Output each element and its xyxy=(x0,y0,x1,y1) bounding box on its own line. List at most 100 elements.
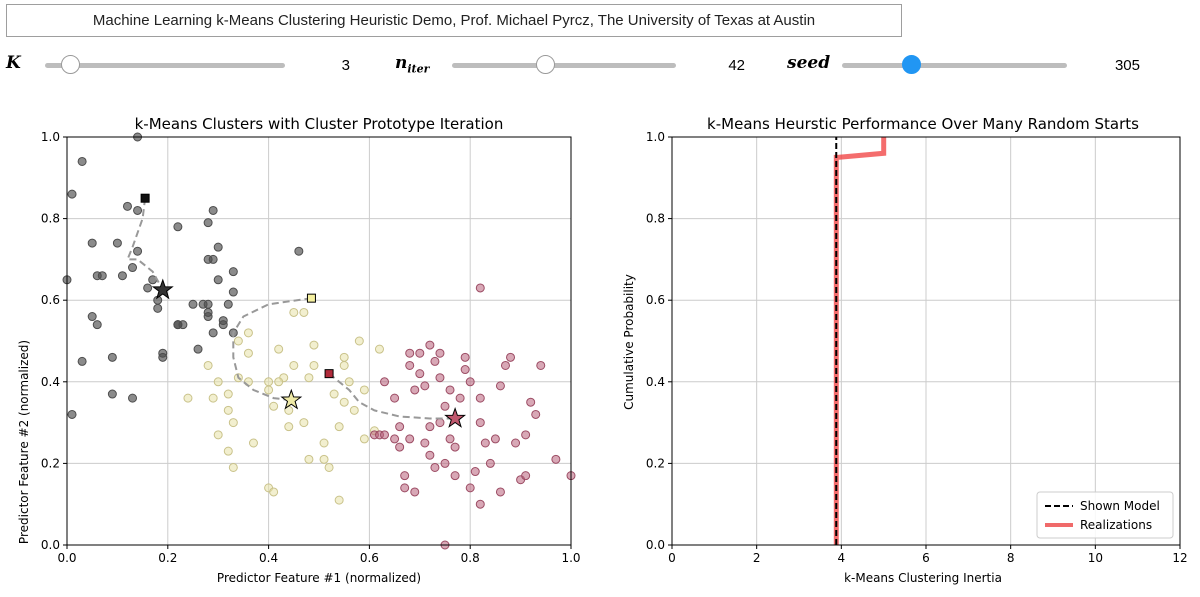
data-point-cluster-0 xyxy=(213,275,223,285)
data-point-cluster-2 xyxy=(460,352,470,362)
data-point-cluster-1 xyxy=(359,385,369,395)
data-point-cluster-1 xyxy=(334,495,344,505)
seed-slider-thumb[interactable] xyxy=(901,55,921,74)
data-point-cluster-2 xyxy=(420,381,430,391)
data-point-cluster-1 xyxy=(339,397,349,407)
left-ytick-label: 0.8 xyxy=(41,212,60,226)
data-point-cluster-2 xyxy=(405,348,415,358)
data-point-cluster-2 xyxy=(430,462,440,472)
data-point-cluster-2 xyxy=(390,434,400,444)
prototype-path-cluster-0 xyxy=(126,198,164,291)
right-ytick-label: 1.0 xyxy=(646,130,665,144)
data-point-cluster-2 xyxy=(405,434,415,444)
data-point-cluster-2 xyxy=(445,385,455,395)
data-point-cluster-0 xyxy=(173,222,183,232)
right-chart-xlabel: k-Means Clustering Inertia xyxy=(844,571,1002,585)
data-point-cluster-0 xyxy=(294,246,304,256)
data-point-cluster-0 xyxy=(87,238,97,248)
left-xtick-label: 0.4 xyxy=(259,551,278,565)
data-point-cluster-2 xyxy=(420,438,430,448)
data-point-cluster-0 xyxy=(203,299,213,309)
data-point-cluster-2 xyxy=(380,430,390,440)
data-point-cluster-1 xyxy=(183,393,193,403)
data-point-cluster-0 xyxy=(92,271,102,281)
data-point-cluster-1 xyxy=(344,377,354,387)
data-point-cluster-0 xyxy=(203,312,213,322)
data-point-cluster-1 xyxy=(334,422,344,432)
seed-slider-track[interactable] xyxy=(842,63,1067,68)
data-point-cluster-2 xyxy=(440,458,450,468)
prototype-final-star-cluster-0 xyxy=(151,278,174,300)
data-point-cluster-1 xyxy=(208,393,218,403)
data-point-cluster-1 xyxy=(243,328,253,338)
data-point-cluster-2 xyxy=(531,409,541,419)
data-point-cluster-0 xyxy=(208,328,218,338)
seed-slider-label: seed xyxy=(787,53,831,73)
data-point-cluster-0 xyxy=(223,299,233,309)
realizations-line xyxy=(833,137,887,545)
data-point-cluster-1 xyxy=(349,405,359,415)
right-xtick-label: 10 xyxy=(1088,551,1103,565)
data-point-cluster-1 xyxy=(223,446,233,456)
left-ytick-label: 0.4 xyxy=(41,375,60,389)
data-point-cluster-1 xyxy=(289,307,299,317)
right-xtick-label: 8 xyxy=(1007,551,1015,565)
data-point-cluster-1 xyxy=(223,389,233,399)
data-point-cluster-1 xyxy=(319,454,329,464)
n-iter-slider-thumb[interactable] xyxy=(535,55,555,74)
left-xtick-label: 0.2 xyxy=(158,551,177,565)
left-xtick-label: 1.0 xyxy=(561,551,580,565)
data-point-cluster-2 xyxy=(475,418,485,428)
prototype-final-star-cluster-2 xyxy=(444,406,467,428)
prototype-path-cluster-2 xyxy=(328,372,456,420)
data-point-cluster-1 xyxy=(304,373,314,383)
data-point-cluster-0 xyxy=(112,238,122,248)
data-point-cluster-2 xyxy=(455,393,465,403)
data-point-cluster-1 xyxy=(304,454,314,464)
data-point-cluster-1 xyxy=(269,487,279,497)
data-point-cluster-0 xyxy=(218,320,228,330)
left-xtick-label: 0.0 xyxy=(57,551,76,565)
right-ytick-label: 0.2 xyxy=(646,456,665,470)
data-point-cluster-2 xyxy=(480,438,490,448)
data-point-cluster-0 xyxy=(128,393,138,403)
data-point-cluster-2 xyxy=(500,360,510,370)
data-point-cluster-1 xyxy=(269,401,279,411)
left-xtick-label: 0.6 xyxy=(360,551,379,565)
data-point-cluster-0 xyxy=(228,287,238,297)
data-point-cluster-0 xyxy=(107,389,117,399)
seed-slider-value: 305 xyxy=(1114,57,1140,74)
data-point-cluster-1 xyxy=(264,385,274,395)
data-point-cluster-2 xyxy=(425,450,435,460)
data-point-cluster-2 xyxy=(475,283,485,293)
k-slider-track[interactable] xyxy=(45,63,285,68)
data-point-cluster-0 xyxy=(203,218,213,228)
data-point-cluster-0 xyxy=(87,312,97,322)
k-slider-value: 3 xyxy=(341,57,350,74)
data-point-cluster-0 xyxy=(208,254,218,264)
data-point-cluster-1 xyxy=(213,377,223,387)
left-plot-frame xyxy=(66,136,572,546)
left-ytick-label: 0.6 xyxy=(41,293,60,307)
left-chart-title: k-Means Clusters with Cluster Prototype … xyxy=(135,115,504,133)
data-point-cluster-1 xyxy=(248,438,258,448)
data-point-cluster-0 xyxy=(143,283,153,293)
n-iter-slider-track[interactable] xyxy=(452,63,676,68)
data-point-cluster-2 xyxy=(521,430,531,440)
kmeans-scatter-chart: k-Means Clusters with Cluster Prototype … xyxy=(17,115,581,585)
data-point-cluster-2 xyxy=(495,487,505,497)
data-point-cluster-0 xyxy=(178,320,188,330)
k-slider-thumb[interactable] xyxy=(61,55,81,74)
data-point-cluster-2 xyxy=(445,434,455,444)
data-point-cluster-1 xyxy=(284,422,294,432)
data-point-cluster-0 xyxy=(117,271,127,281)
data-point-cluster-2 xyxy=(405,360,415,370)
data-point-cluster-2 xyxy=(450,442,460,452)
data-point-cluster-0 xyxy=(67,409,77,419)
data-point-cluster-1 xyxy=(213,430,223,440)
data-point-cluster-1 xyxy=(233,336,243,346)
data-point-cluster-1 xyxy=(319,438,329,448)
data-point-cluster-2 xyxy=(495,381,505,391)
data-point-cluster-1 xyxy=(309,360,319,370)
prototype-start-cluster-1 xyxy=(306,293,316,303)
